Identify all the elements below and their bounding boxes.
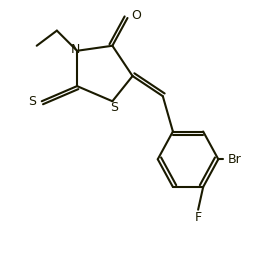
Text: S: S (27, 95, 36, 108)
Text: F: F (194, 211, 201, 224)
Text: N: N (71, 43, 80, 56)
Text: Br: Br (227, 153, 241, 166)
Text: O: O (131, 9, 141, 22)
Text: S: S (109, 101, 117, 114)
